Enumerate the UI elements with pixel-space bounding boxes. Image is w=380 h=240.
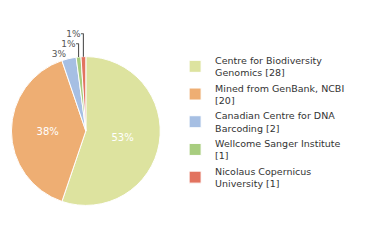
svg-text:3%: 3%	[52, 49, 67, 59]
svg-text:1%: 1%	[66, 29, 81, 39]
svg-text:Canadian Centre for DNABarcodi: Canadian Centre for DNABarcoding [2]	[215, 110, 335, 133]
svg-text:38%: 38%	[37, 126, 59, 137]
svg-text:Nicolaus CopernicusUniversity: Nicolaus CopernicusUniversity [1]	[215, 166, 311, 189]
svg-text:Centre for BiodiversityGenomic: Centre for BiodiversityGenomics [28]	[215, 55, 322, 78]
svg-text:Mined from GenBank, NCBI[20]: Mined from GenBank, NCBI[20]	[215, 83, 344, 106]
svg-text:53%: 53%	[111, 132, 133, 143]
svg-text:1%: 1%	[61, 39, 76, 49]
svg-text:Wellcome Sanger Institute[1]: Wellcome Sanger Institute[1]	[215, 138, 340, 161]
